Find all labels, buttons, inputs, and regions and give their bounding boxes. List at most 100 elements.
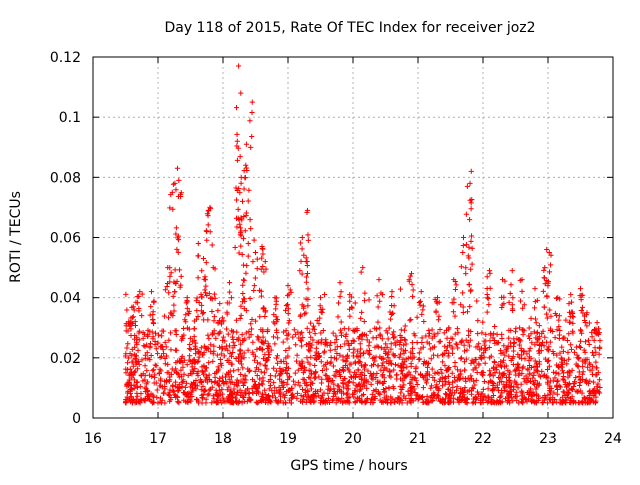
- data-point: [518, 381, 524, 387]
- y-tick-label: 0.02: [50, 351, 81, 367]
- data-point: [427, 346, 433, 352]
- data-point: [556, 383, 562, 389]
- data-point: [218, 351, 224, 357]
- data-point: [263, 357, 269, 364]
- data-point: [496, 370, 503, 376]
- data-point: [261, 370, 268, 376]
- data-point: [501, 370, 507, 376]
- data-point: [166, 392, 173, 398]
- data-point: [251, 283, 257, 289]
- data-point: [492, 399, 498, 406]
- data-point: [487, 285, 493, 291]
- data-point: [525, 375, 531, 381]
- data-point: [520, 326, 526, 333]
- data-point: [362, 290, 368, 296]
- data-point: [217, 375, 223, 381]
- data-point: [145, 333, 151, 339]
- data-point: [266, 393, 272, 399]
- data-point: [184, 305, 190, 311]
- data-point: [506, 392, 512, 399]
- data-point: [589, 334, 595, 340]
- data-point: [441, 330, 447, 336]
- data-point: [268, 347, 274, 353]
- data-point: [594, 388, 601, 394]
- data-point: [237, 387, 243, 393]
- data-point: [303, 279, 309, 285]
- data-point: [317, 295, 324, 301]
- data-point: [433, 309, 439, 315]
- data-point: [527, 345, 533, 352]
- data-point: [487, 338, 493, 344]
- data-point: [351, 346, 357, 352]
- data-point: [202, 287, 208, 293]
- data-point: [568, 299, 575, 305]
- data-point: [258, 266, 264, 272]
- data-point: [213, 335, 219, 341]
- data-point: [248, 326, 255, 332]
- data-point: [123, 351, 129, 357]
- data-point: [321, 363, 327, 369]
- data-point: [189, 364, 195, 370]
- data-point: [217, 397, 223, 403]
- data-point: [437, 338, 443, 344]
- data-point: [245, 347, 251, 353]
- data-point: [337, 368, 343, 374]
- data-point: [211, 291, 218, 297]
- data-point: [366, 297, 372, 303]
- data-point: [248, 332, 254, 338]
- data-point: [468, 233, 475, 239]
- data-point: [306, 340, 312, 347]
- data-point: [481, 338, 487, 344]
- data-point: [408, 271, 415, 277]
- data-point: [375, 319, 381, 325]
- data-point: [586, 360, 592, 366]
- data-point: [284, 370, 290, 377]
- data-point: [485, 296, 491, 302]
- data-point: [474, 395, 480, 401]
- data-point: [128, 320, 134, 326]
- data-point: [357, 341, 363, 347]
- data-point: [478, 391, 484, 397]
- data-point: [181, 397, 187, 403]
- data-point: [468, 373, 474, 379]
- data-point: [474, 389, 481, 395]
- data-point: [586, 320, 592, 326]
- data-point: [173, 331, 179, 338]
- data-point: [226, 357, 232, 363]
- data-point: [460, 234, 467, 241]
- x-tick-labels: 16 17 18 19 20 21 22 23 24: [84, 431, 622, 447]
- data-point: [240, 236, 247, 242]
- data-point: [402, 336, 408, 342]
- data-point: [409, 356, 415, 362]
- data-point: [246, 395, 252, 401]
- data-point: [467, 197, 473, 203]
- data-point: [567, 313, 573, 319]
- data-point: [487, 372, 493, 378]
- data-point: [468, 388, 475, 394]
- data-point: [212, 370, 218, 377]
- data-point: [536, 372, 542, 378]
- data-point: [577, 388, 583, 394]
- data-point: [286, 345, 292, 351]
- data-point: [498, 393, 504, 399]
- data-point: [482, 360, 488, 366]
- data-point: [208, 342, 214, 348]
- data-point: [377, 325, 383, 331]
- data-point: [266, 378, 272, 384]
- data-point: [359, 309, 365, 315]
- data-point: [500, 360, 506, 366]
- data-point: [378, 290, 384, 296]
- data-point: [345, 398, 351, 404]
- data-point: [318, 309, 324, 315]
- data-point: [492, 370, 498, 376]
- data-point: [255, 334, 261, 340]
- data-point: [187, 335, 193, 341]
- data-point: [173, 225, 179, 231]
- data-point: [366, 347, 373, 354]
- data-point: [284, 381, 290, 387]
- data-point: [446, 400, 452, 406]
- data-point: [554, 352, 560, 358]
- data-point: [435, 317, 442, 323]
- data-point: [592, 345, 598, 351]
- data-point: [507, 290, 513, 297]
